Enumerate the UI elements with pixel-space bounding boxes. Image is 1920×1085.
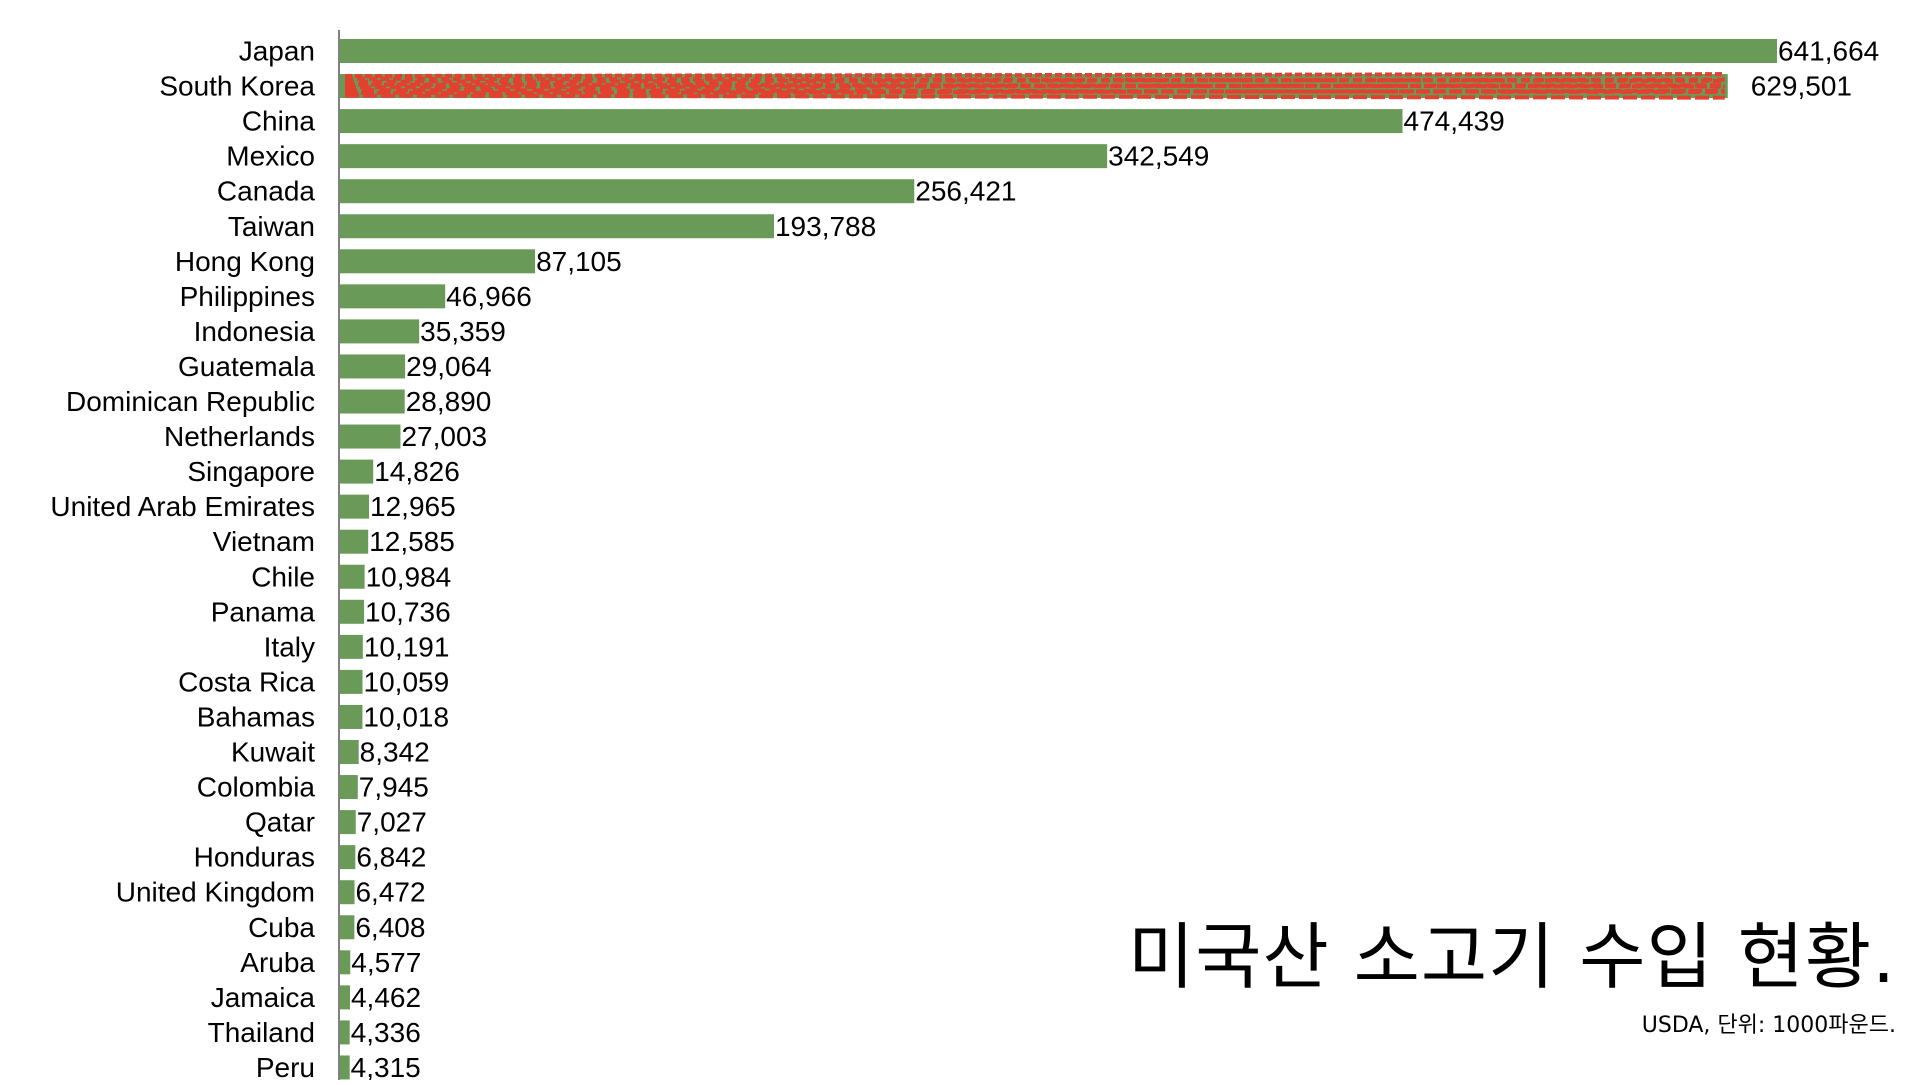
bar-highlighted xyxy=(340,72,1728,100)
bar xyxy=(340,249,536,274)
bar xyxy=(340,950,351,975)
value-label: 29,064 xyxy=(406,351,492,382)
category-label: Panama xyxy=(211,596,316,627)
category-label: Thailand xyxy=(208,1017,315,1048)
bar xyxy=(340,880,355,905)
category-label: Hong Kong xyxy=(175,246,315,277)
value-label: 10,018 xyxy=(363,701,449,732)
bar xyxy=(340,214,774,239)
value-label: 35,359 xyxy=(420,316,506,347)
bar xyxy=(340,564,365,589)
bar xyxy=(340,179,915,204)
value-label: 27,003 xyxy=(401,421,487,452)
category-label: Singapore xyxy=(187,456,315,487)
category-label: Cuba xyxy=(248,912,315,943)
bar xyxy=(340,529,369,554)
value-label: 10,191 xyxy=(364,631,450,662)
category-label: United Kingdom xyxy=(116,877,315,908)
value-label: 7,945 xyxy=(359,772,429,803)
category-label: Bahamas xyxy=(197,701,315,732)
bar xyxy=(340,915,355,940)
value-label: 641,664 xyxy=(1778,36,1879,67)
category-label: Costa Rica xyxy=(178,666,315,697)
category-label: Canada xyxy=(217,176,316,207)
bar xyxy=(340,775,358,800)
value-label: 7,027 xyxy=(357,807,427,838)
bar xyxy=(340,599,365,624)
category-label: Qatar xyxy=(245,807,315,838)
bar xyxy=(340,39,1777,63)
value-label: 14,826 xyxy=(374,456,460,487)
category-label: Kuwait xyxy=(231,737,315,768)
category-label: Aruba xyxy=(240,947,315,978)
category-label: Vietnam xyxy=(213,526,315,557)
category-label: Mexico xyxy=(226,141,315,172)
value-label: 4,315 xyxy=(351,1052,421,1080)
value-label: 193,788 xyxy=(775,211,876,242)
value-label: 46,966 xyxy=(446,281,532,312)
bar xyxy=(340,1020,350,1045)
bar xyxy=(340,740,359,764)
value-label: 4,336 xyxy=(351,1017,421,1048)
value-label: 8,342 xyxy=(360,737,430,768)
value-label: 342,549 xyxy=(1108,141,1209,172)
value-label: 4,577 xyxy=(351,947,421,978)
bar xyxy=(340,669,363,694)
chart-subtitle: USDA, 단위: 1000파운드. xyxy=(1641,1013,1896,1039)
bar xyxy=(340,494,370,519)
category-label: Netherlands xyxy=(164,421,315,452)
category-label: Philippines xyxy=(180,281,315,312)
scribble-stroke xyxy=(344,88,1725,95)
value-label: 12,585 xyxy=(369,526,455,557)
bar xyxy=(340,354,406,379)
bar xyxy=(340,985,350,1010)
title-block: 미국산 소고기 수입 현황. USDA, 단위: 1000파운드. xyxy=(1128,915,1896,1039)
value-label: 12,965 xyxy=(370,491,456,522)
bar xyxy=(340,109,1403,134)
category-label: United Arab Emirates xyxy=(50,491,315,522)
chart-title: 미국산 소고기 수입 현황. xyxy=(1128,915,1896,999)
category-label: Dominican Republic xyxy=(66,386,315,417)
category-label: Italy xyxy=(264,631,315,662)
category-label: China xyxy=(242,106,316,137)
bar xyxy=(340,845,356,870)
category-label: Jamaica xyxy=(211,982,316,1013)
bar xyxy=(340,810,356,835)
bar xyxy=(340,424,401,449)
bar xyxy=(340,319,420,344)
bar xyxy=(340,459,374,484)
value-label: 87,105 xyxy=(536,246,622,277)
category-label: Peru xyxy=(256,1052,315,1080)
scribble-stroke xyxy=(344,93,1725,100)
category-label: Japan xyxy=(239,36,315,67)
value-label: 629,501 xyxy=(1751,71,1852,102)
bar xyxy=(340,389,405,414)
value-label: 28,890 xyxy=(406,386,492,417)
value-label: 10,984 xyxy=(366,561,452,592)
bar xyxy=(340,144,1108,169)
bar xyxy=(340,704,363,729)
bar xyxy=(340,284,446,309)
bar xyxy=(340,634,363,659)
value-label: 4,462 xyxy=(351,982,421,1013)
value-label: 6,472 xyxy=(355,877,425,908)
category-label: Honduras xyxy=(194,842,315,873)
value-label: 474,439 xyxy=(1404,106,1505,137)
scribble-stroke xyxy=(344,77,1725,84)
value-label: 256,421 xyxy=(915,176,1016,207)
category-label: South Korea xyxy=(159,71,315,102)
value-label: 6,408 xyxy=(355,912,425,943)
category-label: Colombia xyxy=(197,772,316,803)
category-label: Chile xyxy=(251,561,315,592)
category-label: Guatemala xyxy=(178,351,315,382)
category-label: Indonesia xyxy=(194,316,316,347)
value-label: 10,736 xyxy=(365,596,451,627)
category-label: Taiwan xyxy=(228,211,315,242)
value-label: 6,842 xyxy=(356,842,426,873)
scribble-stroke xyxy=(344,83,1725,90)
value-label: 10,059 xyxy=(364,666,450,697)
bar xyxy=(340,1055,350,1080)
